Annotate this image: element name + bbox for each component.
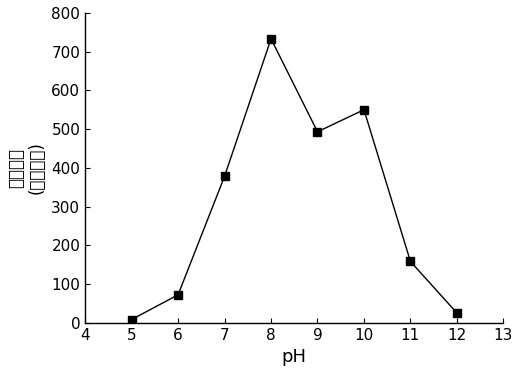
X-axis label: pH: pH <box>282 348 307 366</box>
Y-axis label: 荧光强度
(ａ．ｕ．): 荧光强度 (ａ．ｕ．) <box>7 141 46 194</box>
